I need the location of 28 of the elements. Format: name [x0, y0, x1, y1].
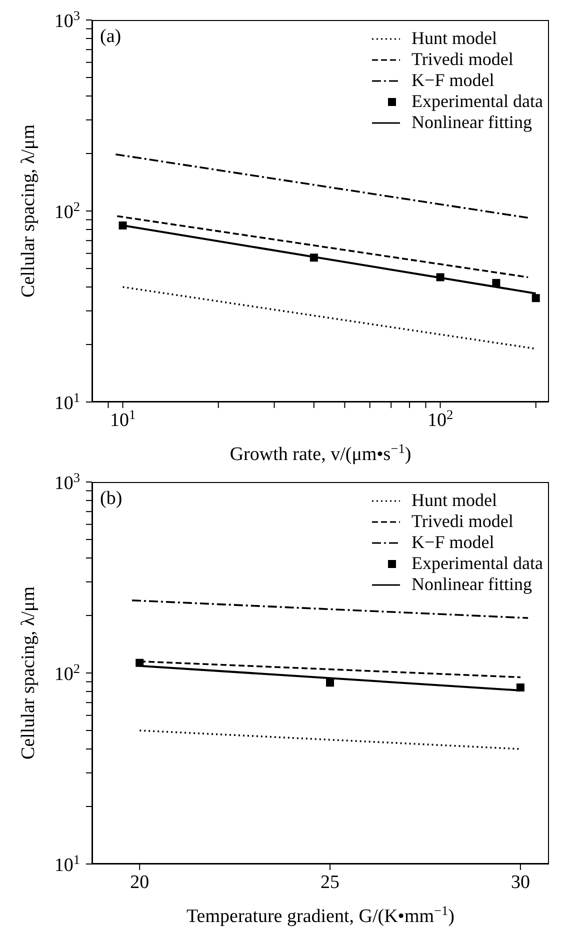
- legend-label: Hunt model: [412, 28, 498, 49]
- legend-label: Experimental data: [412, 91, 543, 112]
- legend-label: Trivedi model: [412, 511, 514, 532]
- legend-label: K−F model: [412, 70, 494, 91]
- y-tick-label: 10$^{2}$: [54, 660, 80, 685]
- x-axis-title: Temperature gradient, G/(K•mm$^{−1}$): [186, 902, 454, 927]
- point: [516, 683, 524, 692]
- y-tick-label: 10$^{3}$: [54, 8, 80, 32]
- y-tick-label: 10$^{1}$: [54, 852, 80, 876]
- x-tick-label: 30: [510, 872, 530, 893]
- legend-label: Nonlinear fitting: [412, 574, 532, 595]
- point: [326, 678, 334, 687]
- legend-label: Trivedi model: [412, 49, 514, 70]
- x-tick-label: 20: [130, 872, 150, 893]
- annotation: (a): [100, 26, 122, 48]
- legend-label: Hunt model: [412, 490, 498, 511]
- legend-label: Nonlinear fitting: [412, 112, 532, 133]
- y-axis-title: Cellular spacing, λ/μm: [18, 124, 39, 298]
- y-tick-label: 10$^{2}$: [54, 198, 80, 223]
- legend-label: K−F model: [412, 532, 494, 553]
- legend-label: Experimental data: [412, 553, 543, 574]
- y-tick-label: 10$^{3}$: [54, 470, 80, 494]
- annotation: (b): [100, 488, 122, 510]
- point: [136, 658, 144, 667]
- y-axis-title: Cellular spacing, λ/μm: [18, 586, 39, 760]
- x-tick-label: 25: [320, 872, 340, 893]
- y-tick-label: 10$^{1}$: [54, 390, 80, 414]
- x-axis-title: Growth rate, v/(μm•s$^{−1}$): [230, 440, 412, 465]
